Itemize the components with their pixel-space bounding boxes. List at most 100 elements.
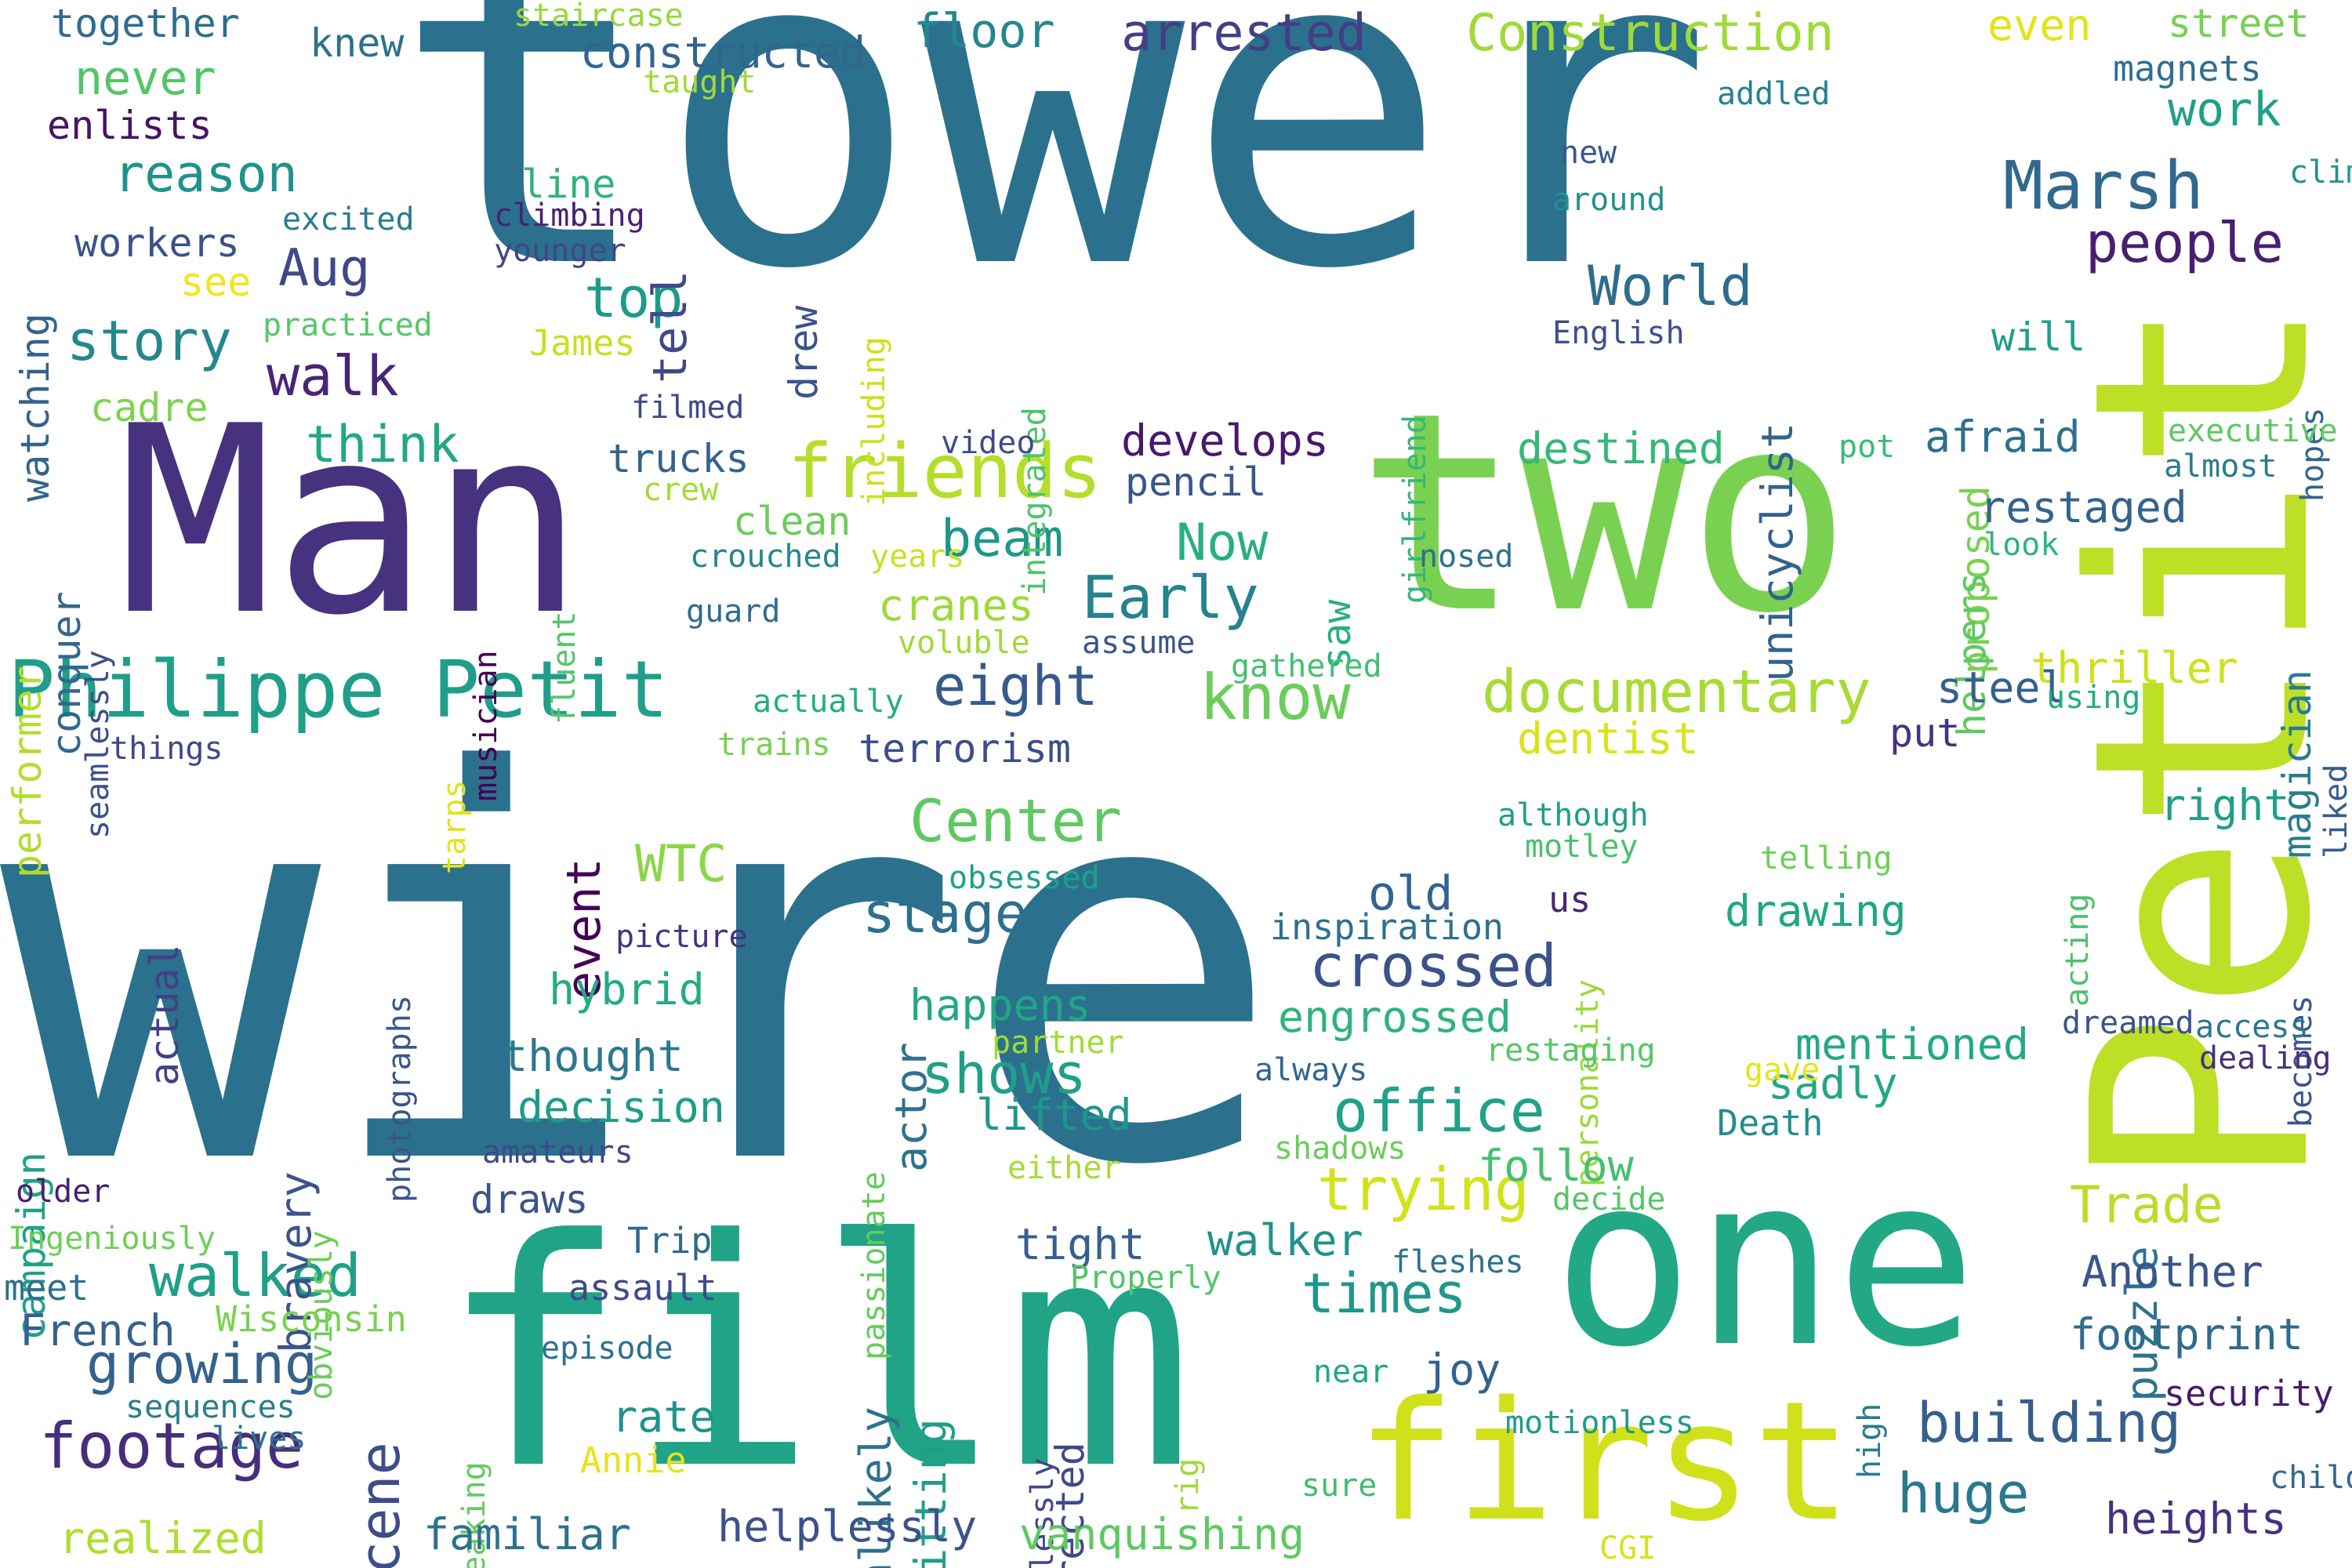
word-191: motionless — [1505, 1405, 1694, 1441]
word-133: acting — [2060, 893, 2096, 1007]
word-145: dealing — [2199, 1040, 2332, 1076]
word-194: Annie — [580, 1439, 687, 1481]
word-151: decision — [517, 1082, 725, 1132]
word-37: WTC — [635, 835, 728, 894]
word-172: assault — [568, 1267, 717, 1308]
word-23: beam — [941, 510, 1064, 568]
word-54: street — [2168, 1, 2310, 46]
word-168: walker — [1207, 1215, 1363, 1265]
word-64: climbing — [494, 198, 645, 234]
word-190: rig — [1170, 1457, 1206, 1515]
word-55: magnets — [2113, 48, 2262, 89]
word-76: unicyclist — [1752, 422, 1802, 682]
word-148: passionate — [856, 1171, 892, 1360]
word-195: sure — [1301, 1468, 1377, 1504]
word-156: amateurs — [482, 1134, 633, 1171]
word-114: liked — [2318, 764, 2352, 858]
word-67: practiced — [263, 307, 433, 343]
word-53: even — [1987, 0, 2092, 50]
word-48: enlists — [47, 103, 212, 148]
word-56: work — [2168, 82, 2281, 137]
word-196: realized — [59, 1513, 267, 1563]
word-182: episode — [541, 1330, 673, 1367]
word-69: cadre — [90, 385, 209, 430]
word-113: dentist — [1517, 713, 1699, 764]
word-4: two — [1356, 354, 1853, 673]
word-34: scene — [348, 1442, 412, 1568]
word-43: Aug — [278, 239, 371, 298]
word-144: access — [2195, 1009, 2309, 1045]
word-97: fluent — [546, 611, 583, 725]
word-72: drew — [781, 305, 826, 400]
word-27: office — [1333, 1076, 1545, 1145]
word-174: Another — [2082, 1247, 2263, 1297]
word-186: lives — [212, 1421, 307, 1457]
word-180: high — [1852, 1403, 1888, 1479]
word-161: decide — [1552, 1181, 1666, 1218]
word-140: engrossed — [1278, 992, 1512, 1042]
word-13: arrested — [1121, 4, 1367, 63]
word-17: people — [2085, 211, 2284, 275]
word-26: crossed — [1309, 931, 1558, 1000]
word-49: workers — [74, 220, 240, 266]
word-105: restaged — [1980, 482, 2187, 532]
word-189: rate — [612, 1392, 716, 1442]
word-115: actually — [753, 684, 904, 720]
word-118: trains — [717, 727, 831, 763]
word-179: joy — [1423, 1345, 1501, 1395]
word-192: heights — [2105, 1494, 2287, 1544]
word-80: executive — [2168, 413, 2338, 449]
word-136: picture — [615, 919, 748, 955]
word-63: excited — [282, 201, 415, 238]
word-116: terrorism — [858, 726, 1071, 771]
word-51: tell — [643, 270, 698, 384]
word-100: cranes — [878, 580, 1034, 630]
word-22: Now — [1176, 514, 1269, 572]
word-21: Early — [1082, 563, 1259, 632]
word-7: one — [1552, 1125, 1977, 1399]
word-71: including — [856, 336, 892, 506]
word-78: will — [1991, 314, 2086, 360]
word-162: Death — [1717, 1102, 1824, 1144]
word-98: guard — [686, 593, 781, 630]
word-25: stage — [862, 881, 1028, 946]
word-147: partner — [992, 1025, 1124, 1061]
word-92: years — [870, 539, 965, 575]
word-158: either — [1007, 1150, 1121, 1186]
word-184: security — [2164, 1373, 2334, 1414]
word-154: always — [1254, 1052, 1368, 1088]
word-32: growing — [86, 1332, 318, 1396]
word-28: trying — [1317, 1155, 1530, 1224]
word-83: afraid — [1925, 412, 2081, 462]
word-36: huge — [1897, 1461, 2030, 1526]
word-50: watching — [13, 313, 58, 502]
word-60: around — [1552, 182, 1666, 218]
word-200: CGI — [1599, 1530, 1657, 1566]
word-30: times — [1301, 1261, 1467, 1326]
word-193: child — [2270, 1460, 2352, 1496]
word-20: Center — [909, 786, 1122, 855]
word-142: mentioned — [1795, 1019, 2030, 1069]
word-44: reason — [114, 145, 298, 204]
word-185: sequences — [125, 1389, 296, 1425]
word-1: wire — [0, 662, 1284, 1282]
word-14: floor — [913, 4, 1055, 59]
word-130: telling — [1760, 840, 1893, 877]
word-165: draws — [470, 1177, 589, 1222]
word-58: addled — [1717, 76, 1831, 112]
word-141: restaging — [1486, 1033, 1656, 1069]
word-31: footage — [39, 1410, 304, 1483]
word-11: documentary — [1482, 657, 1871, 726]
word-10: friends — [788, 429, 1102, 515]
word-68: James — [529, 322, 636, 364]
word-8: first — [1356, 1366, 1853, 1558]
word-143: dreamed — [2062, 1005, 2194, 1041]
word-95: seamlessly — [80, 650, 116, 839]
word-120: photographs — [382, 995, 418, 1203]
word-138: hybrid — [549, 964, 705, 1014]
word-112: put — [1889, 710, 1961, 756]
word-126: us — [1548, 879, 1592, 920]
word-163: older — [16, 1174, 111, 1210]
word-65: younger — [494, 233, 626, 269]
word-164: Ingeniously — [8, 1221, 216, 1257]
